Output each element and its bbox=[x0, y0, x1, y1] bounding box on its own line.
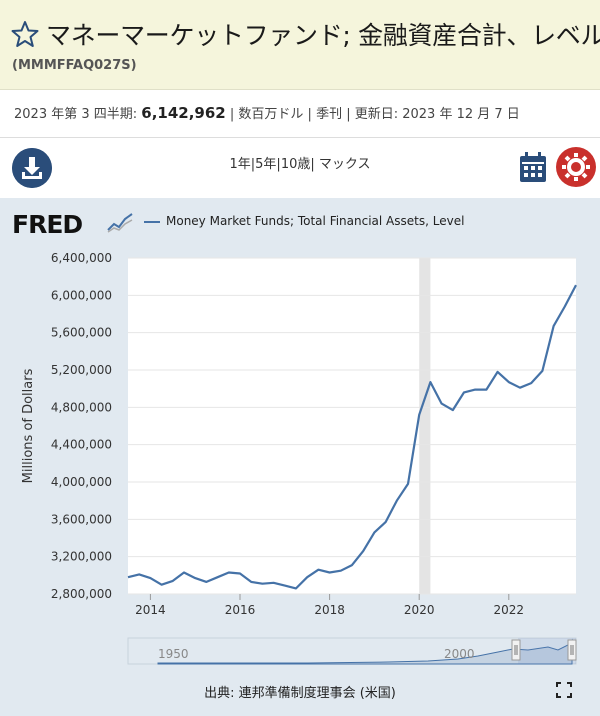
range-5y-button[interactable]: 5年 bbox=[255, 157, 277, 172]
series-id: (MMMFFAQ027S) bbox=[12, 58, 137, 73]
x-tick-label: 2020 bbox=[404, 603, 435, 617]
range-1y-button[interactable]: 1年 bbox=[229, 157, 251, 172]
y-tick-label: 3,600,000 bbox=[51, 512, 112, 526]
calendar-button[interactable] bbox=[519, 151, 547, 183]
observation-meta: 2023 年第 3 四半期: 6,142,962 | 数百万ドル | 季刊 | … bbox=[14, 103, 520, 122]
y-tick-label: 4,400,000 bbox=[51, 438, 112, 452]
fred-logo-chart-icon bbox=[106, 210, 134, 234]
range-separator: | bbox=[276, 157, 281, 172]
navigator-handle[interactable] bbox=[567, 639, 577, 661]
page-title: マネーマーケットファンド; 金融資産合計、レベル bbox=[46, 21, 600, 50]
chart-panel: 6,400,000 6,000,000 5,600,000 5,200,000 4,80… bbox=[0, 198, 600, 716]
settings-button[interactable] bbox=[556, 147, 596, 187]
calendar-icon bbox=[520, 152, 546, 182]
legend-swatch bbox=[144, 220, 160, 223]
x-tick-label: 2022 bbox=[494, 603, 525, 617]
navigator-selection[interactable] bbox=[518, 638, 576, 664]
chart-legend: Money Market Funds; Total Financial Asse… bbox=[144, 214, 464, 228]
x-tick-label: 2014 bbox=[135, 603, 166, 617]
gear-icon bbox=[562, 153, 590, 181]
last-updated: 更新日: 2023 年 12 月 7 日 bbox=[354, 107, 520, 122]
y-tick-label: 5,600,000 bbox=[51, 326, 112, 340]
x-tick-label: 2018 bbox=[314, 603, 345, 617]
range-separator: | bbox=[250, 157, 256, 172]
series-line[interactable] bbox=[127, 284, 577, 590]
plot-background bbox=[128, 258, 576, 594]
range-max-button[interactable]: マックス bbox=[318, 157, 371, 172]
y-tick-label: 4,000,000 bbox=[51, 475, 112, 489]
download-icon bbox=[22, 157, 42, 179]
y-tick-label: 2,800,000 bbox=[51, 587, 112, 601]
y-tick-label: 6,400,000 bbox=[51, 251, 112, 265]
fullscreen-icon[interactable] bbox=[556, 682, 572, 698]
date-range-selector: 1年|5年|10歳| マックス bbox=[0, 153, 600, 172]
observation-period: 2023 年第 3 四半期: bbox=[14, 107, 138, 122]
navigator-tick-label: 1950 bbox=[158, 647, 189, 661]
recession-band bbox=[419, 258, 431, 594]
y-tick-label: 6,000,000 bbox=[51, 288, 112, 302]
download-button[interactable] bbox=[12, 148, 52, 188]
fred-logo: FRED bbox=[12, 210, 83, 239]
observation-value: 6,142,962 bbox=[141, 104, 226, 122]
x-tick-label: 2016 bbox=[225, 603, 256, 617]
y-axis-label: Millions of Dollars bbox=[21, 368, 36, 483]
star-icon[interactable] bbox=[11, 20, 39, 48]
observation-frequency: 季刊 | bbox=[316, 107, 351, 122]
divider bbox=[0, 137, 600, 138]
observation-unit: | 数百万ドル | bbox=[229, 107, 312, 122]
legend-label: Money Market Funds; Total Financial Asse… bbox=[166, 214, 465, 228]
series-header: マネーマーケットファンド; 金融資産合計、レベル (MMMFFAQ027S) bbox=[0, 0, 600, 90]
source-credit: 出典: 連邦準備制度理事会 (米国) bbox=[204, 686, 396, 701]
range-separator: | bbox=[310, 157, 315, 172]
navigator-handle[interactable] bbox=[511, 639, 521, 661]
y-tick-label: 3,200,000 bbox=[51, 550, 112, 564]
y-tick-label: 4,800,000 bbox=[51, 400, 112, 414]
y-tick-label: 5,200,000 bbox=[51, 363, 112, 377]
navigator-tick-label: 2000 bbox=[444, 647, 475, 661]
range-10y-button[interactable]: 10歳 bbox=[280, 157, 311, 172]
line-chart[interactable]: 6,400,000 6,000,000 5,600,000 5,200,000 4,80… bbox=[0, 198, 600, 716]
